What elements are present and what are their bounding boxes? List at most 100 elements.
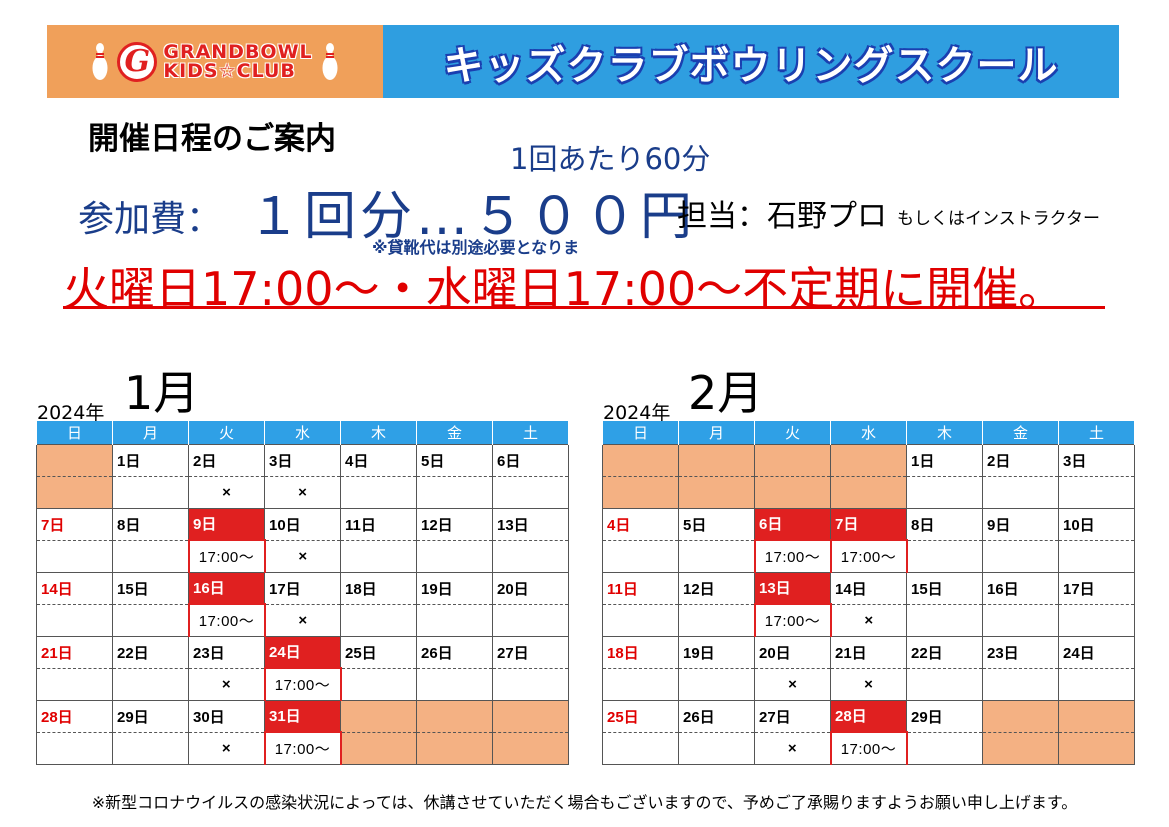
lesson-time-slot: 17:00～ bbox=[187, 603, 266, 637]
date-cell: 2日 bbox=[188, 443, 265, 477]
date-cell bbox=[492, 699, 569, 733]
logo-area: G GRANDBOWL KIDS☆CLUB bbox=[47, 25, 383, 98]
date-cell: 25日 bbox=[340, 635, 417, 669]
date-cell bbox=[754, 443, 831, 477]
date-cell bbox=[340, 699, 417, 733]
week-date-row: 25日 26日 27日 28日 29日 bbox=[602, 699, 1135, 733]
slot-cell bbox=[1058, 604, 1135, 637]
week-slot-row: 17:00～ × bbox=[36, 539, 569, 573]
week-date-row: 1日 2日 3日 4日 5日 6日 bbox=[36, 443, 569, 477]
logo-line-1: GRANDBOWL bbox=[163, 40, 313, 63]
date-cell: 5日 bbox=[416, 443, 493, 477]
date-cell bbox=[416, 699, 493, 733]
slot-cell bbox=[906, 604, 983, 637]
slot-cell bbox=[982, 668, 1059, 701]
date-cell: 22日 bbox=[112, 635, 189, 669]
date-cell bbox=[982, 699, 1059, 733]
no-lesson-mark: × bbox=[264, 476, 341, 509]
slot-cell bbox=[1058, 476, 1135, 509]
slot-cell bbox=[1058, 732, 1135, 765]
logo-wordmark: GRANDBOWL KIDS☆CLUB bbox=[163, 40, 313, 81]
slot-cell bbox=[112, 540, 189, 573]
slot-cell bbox=[678, 668, 755, 701]
fee-value: １回分…５００円 bbox=[248, 187, 697, 247]
date-cell: 15日 bbox=[112, 571, 189, 605]
date-cell: 1日 bbox=[112, 443, 189, 477]
slot-cell bbox=[36, 540, 113, 573]
date-cell: 23日 bbox=[982, 635, 1059, 669]
no-lesson-mark: × bbox=[830, 668, 907, 701]
week-date-row: 1日 2日 3日 bbox=[602, 443, 1135, 477]
no-lesson-mark: × bbox=[188, 732, 265, 765]
date-cell: 20日 bbox=[754, 635, 831, 669]
weekday-label: 木 bbox=[340, 421, 417, 444]
week-date-row: 4日 5日 6日 7日 8日 9日 10日 bbox=[602, 507, 1135, 541]
date-cell: 14日 bbox=[36, 571, 113, 605]
grand-bowl-logo: G GRANDBOWL KIDS☆CLUB bbox=[117, 40, 313, 82]
date-cell: 26日 bbox=[416, 635, 493, 669]
date-cell: 7日 bbox=[36, 507, 113, 541]
date-cell bbox=[1058, 699, 1135, 733]
date-cell: 10日 bbox=[1058, 507, 1135, 541]
slot-cell bbox=[416, 540, 493, 573]
week-date-row: 21日 22日 23日 24日 25日 26日 27日 bbox=[36, 635, 569, 669]
weekday-label: 火 bbox=[188, 421, 265, 444]
week-slot-row: 17:00～ × bbox=[36, 603, 569, 637]
week-date-row: 7日 8日 9日 10日 11日 12日 13日 bbox=[36, 507, 569, 541]
date-cell: 26日 bbox=[678, 699, 755, 733]
date-cell: 8日 bbox=[112, 507, 189, 541]
slot-cell bbox=[36, 604, 113, 637]
weekday-label: 水 bbox=[830, 421, 907, 444]
date-cell: 9日 bbox=[188, 507, 265, 541]
no-lesson-mark: × bbox=[830, 604, 907, 637]
date-cell: 4日 bbox=[340, 443, 417, 477]
weekday-label: 月 bbox=[678, 421, 755, 444]
lesson-time-slot: 17:00～ bbox=[263, 667, 342, 701]
lesson-time-slot: 17:00～ bbox=[187, 539, 266, 573]
slot-cell bbox=[982, 732, 1059, 765]
calendar-month: 1月 bbox=[124, 366, 200, 420]
date-cell: 11日 bbox=[340, 507, 417, 541]
slot-cell bbox=[492, 732, 569, 765]
date-cell: 28日 bbox=[830, 699, 907, 733]
week-slot-row: 17:00～ × bbox=[602, 603, 1135, 637]
schedule-underline bbox=[63, 306, 1105, 309]
week-slot-row: × 17:00～ bbox=[36, 667, 569, 701]
slot-cell bbox=[602, 476, 679, 509]
slot-cell bbox=[340, 732, 417, 765]
weekday-header: 日月火水木金土 bbox=[602, 421, 1135, 444]
slot-cell bbox=[602, 668, 679, 701]
date-cell: 17日 bbox=[1058, 571, 1135, 605]
instructor-alternative: もしくはインストラクター bbox=[897, 209, 1100, 229]
date-cell: 6日 bbox=[492, 443, 569, 477]
lesson-time-slot: 17:00～ bbox=[829, 731, 908, 765]
date-cell: 8日 bbox=[906, 507, 983, 541]
lesson-time-slot: 17:00～ bbox=[829, 539, 908, 573]
no-lesson-mark: × bbox=[264, 540, 341, 573]
date-cell: 15日 bbox=[906, 571, 983, 605]
slot-cell bbox=[416, 604, 493, 637]
slot-cell bbox=[492, 604, 569, 637]
date-cell: 12日 bbox=[678, 571, 755, 605]
slot-cell bbox=[602, 732, 679, 765]
slot-cell bbox=[112, 668, 189, 701]
slot-cell bbox=[492, 668, 569, 701]
slot-cell bbox=[340, 476, 417, 509]
date-cell: 5日 bbox=[678, 507, 755, 541]
slot-cell bbox=[1058, 540, 1135, 573]
weekday-header: 日月火水木金土 bbox=[36, 421, 569, 444]
slot-cell bbox=[602, 540, 679, 573]
week-date-row: 11日 12日 13日 14日 15日 16日 17日 bbox=[602, 571, 1135, 605]
week-slot-row: × × bbox=[36, 476, 569, 509]
slot-cell bbox=[416, 732, 493, 765]
date-cell: 25日 bbox=[602, 699, 679, 733]
covid-notice: ※新型コロナウイルスの感染状況によっては、休講させていただく場合もございますので… bbox=[91, 793, 1078, 812]
slot-cell bbox=[906, 540, 983, 573]
date-cell: 18日 bbox=[340, 571, 417, 605]
slot-cell bbox=[340, 540, 417, 573]
week-slot-row: × × bbox=[602, 668, 1135, 701]
week-slot-row: × 17:00～ bbox=[602, 731, 1135, 765]
slot-cell bbox=[678, 732, 755, 765]
no-lesson-mark: × bbox=[754, 732, 831, 765]
slot-cell bbox=[678, 540, 755, 573]
